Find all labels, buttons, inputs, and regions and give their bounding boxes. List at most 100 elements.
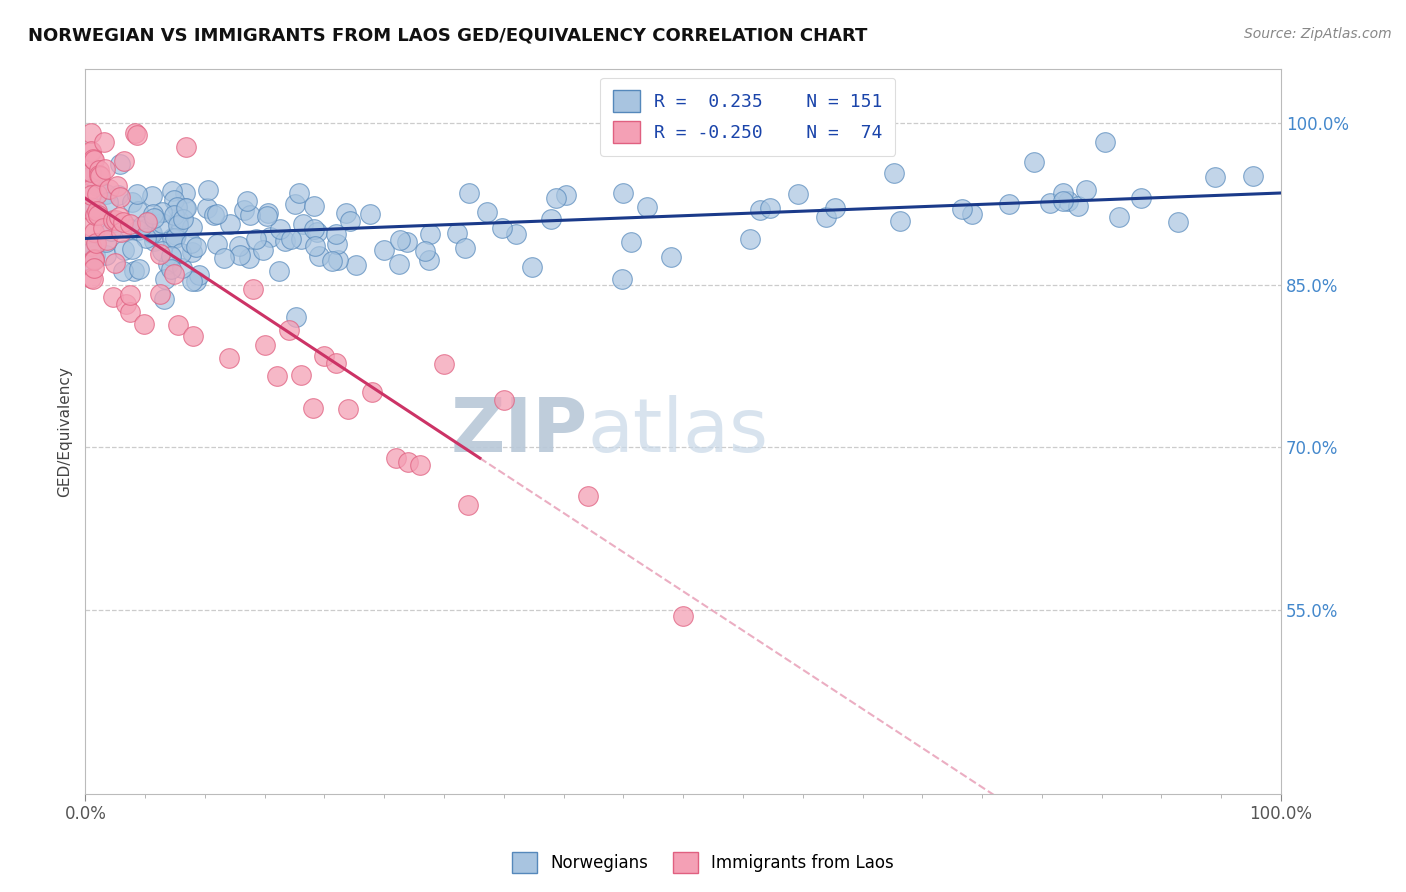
Point <box>122 263 145 277</box>
Point <box>284 310 307 325</box>
Point <box>103 213 125 227</box>
Point <box>96 233 118 247</box>
Point <box>1167 215 1189 229</box>
Point <box>83 261 105 276</box>
Point <box>266 369 288 384</box>
Point <box>815 211 838 225</box>
Point <box>149 247 172 261</box>
Point <box>142 207 165 221</box>
Point <box>84 235 107 250</box>
Point <box>188 268 211 282</box>
Point <box>235 194 257 208</box>
Point <box>80 219 103 233</box>
Point <box>269 263 291 277</box>
Point <box>97 194 120 209</box>
Point <box>80 239 103 253</box>
Point <box>86 203 108 218</box>
Point <box>205 237 228 252</box>
Point <box>824 201 846 215</box>
Point <box>335 206 357 220</box>
Point <box>1052 186 1074 200</box>
Y-axis label: GED/Equivalency: GED/Equivalency <box>58 366 72 497</box>
Point <box>233 203 256 218</box>
Point <box>167 212 190 227</box>
Point <box>160 261 183 276</box>
Point <box>787 187 810 202</box>
Point <box>108 157 131 171</box>
Point <box>960 207 983 221</box>
Point <box>245 232 267 246</box>
Point <box>87 208 110 222</box>
Point <box>314 349 336 363</box>
Point <box>153 292 176 306</box>
Point <box>111 264 134 278</box>
Text: NORWEGIAN VS IMMIGRANTS FROM LAOS GED/EQUIVALENCY CORRELATION CHART: NORWEGIAN VS IMMIGRANTS FROM LAOS GED/EQ… <box>28 27 868 45</box>
Point <box>127 203 149 218</box>
Point <box>555 188 578 202</box>
Point <box>80 255 103 269</box>
Point <box>1067 199 1090 213</box>
Point <box>112 243 135 257</box>
Point <box>883 166 905 180</box>
Point <box>520 260 543 274</box>
Point <box>84 237 107 252</box>
Point <box>344 258 367 272</box>
Point <box>339 214 361 228</box>
Point <box>321 254 343 268</box>
Point <box>475 205 498 219</box>
Point <box>167 318 190 332</box>
Point <box>184 240 207 254</box>
Point <box>337 402 360 417</box>
Point <box>418 253 440 268</box>
Point <box>740 232 762 246</box>
Point <box>80 270 103 285</box>
Point <box>291 217 314 231</box>
Point <box>238 251 260 265</box>
Point <box>388 233 411 247</box>
Point <box>165 227 187 242</box>
Point <box>80 202 103 217</box>
Point <box>228 248 250 262</box>
Point <box>620 235 643 249</box>
Point <box>139 225 162 239</box>
Point <box>141 226 163 240</box>
Point <box>118 304 141 318</box>
Point <box>409 458 432 472</box>
Point <box>302 221 325 235</box>
Point <box>672 609 695 624</box>
Point <box>180 236 202 251</box>
Point <box>96 235 118 250</box>
Point <box>94 248 117 262</box>
Point <box>143 211 166 225</box>
Point <box>107 188 129 202</box>
Point <box>83 225 105 239</box>
Point <box>218 218 240 232</box>
Point <box>163 231 186 245</box>
Point <box>186 274 208 288</box>
Point <box>174 186 197 201</box>
Point <box>136 215 159 229</box>
Point <box>124 127 146 141</box>
Point <box>181 329 204 343</box>
Point <box>108 190 131 204</box>
Point <box>256 206 278 220</box>
Point <box>387 257 409 271</box>
Point <box>277 323 299 337</box>
Point <box>84 209 107 223</box>
Point <box>252 244 274 258</box>
Point <box>242 282 264 296</box>
Point <box>304 239 326 253</box>
Point <box>89 169 111 183</box>
Point <box>540 212 562 227</box>
Point <box>273 234 295 248</box>
Point <box>181 220 204 235</box>
Legend: R =  0.235    N = 151, R = -0.250    N =  74: R = 0.235 N = 151, R = -0.250 N = 74 <box>600 78 896 156</box>
Point <box>82 169 104 183</box>
Point <box>361 385 384 400</box>
Point <box>94 187 117 202</box>
Point <box>153 271 176 285</box>
Point <box>93 220 115 235</box>
Point <box>433 357 456 371</box>
Point <box>120 221 142 235</box>
Point <box>1241 169 1264 183</box>
